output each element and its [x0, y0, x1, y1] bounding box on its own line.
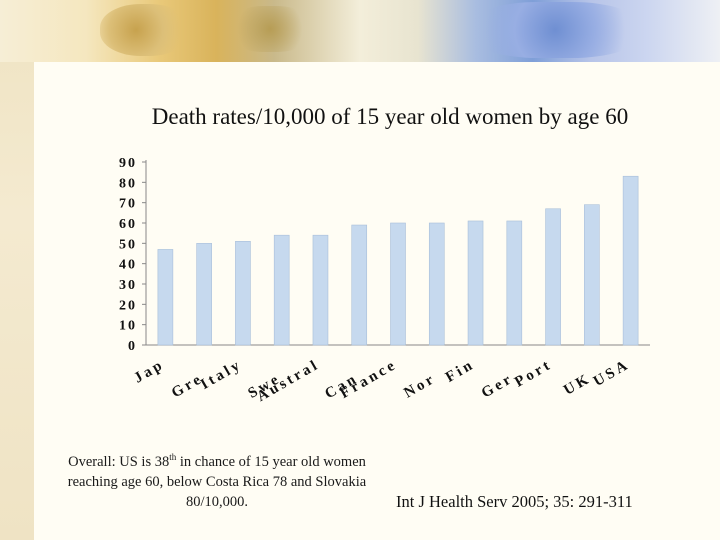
y-tick-label: 50 [119, 237, 137, 252]
x-category-label: Italy [198, 357, 245, 393]
bar [584, 204, 600, 346]
x-category-label: Port [512, 357, 555, 391]
bar [390, 222, 406, 346]
y-tick-label: 60 [119, 217, 137, 232]
bar [312, 234, 329, 346]
decorative-left-strip [0, 0, 34, 540]
y-tick-label: 70 [119, 197, 137, 212]
bar [428, 222, 445, 346]
citation: Int J Health Serv 2005; 35: 291-311 [396, 492, 633, 511]
bar [351, 224, 368, 346]
summary-note-text-continued: in chance of 15 year old women reaching … [67, 454, 367, 510]
slide-content-area [34, 62, 720, 540]
x-category-label: Jap [131, 357, 167, 387]
y-tick-label: 0 [128, 339, 137, 354]
banner-flower-ornament [100, 4, 190, 56]
x-category-label: Nor [401, 371, 438, 402]
y-tick-label: 40 [119, 258, 137, 273]
decorative-banner [0, 0, 720, 62]
bar [622, 175, 639, 346]
summary-note-superscript: th [169, 452, 177, 463]
bar [545, 208, 561, 346]
y-tick-label: 20 [119, 298, 137, 313]
summary-note: Overall: US is 38th in chance of 15 year… [62, 452, 372, 512]
x-category-label: UK [561, 371, 594, 399]
y-tick-label: 80 [119, 176, 137, 191]
x-category-label: Gre [169, 371, 206, 402]
bar [506, 220, 523, 346]
slide-title: Death rates/10,000 of 15 year old women … [151, 104, 629, 129]
bar [157, 249, 174, 346]
y-tick-label: 90 [119, 156, 137, 171]
y-tick-label: 30 [119, 278, 137, 293]
bar [196, 243, 212, 346]
banner-blue-flower-ornament [470, 2, 640, 58]
x-category-label: Fin [443, 357, 478, 386]
x-category-label: USA [591, 357, 633, 390]
banner-leaf-ornament [230, 6, 310, 52]
x-category-label: Ger [479, 371, 516, 402]
bar [273, 234, 290, 346]
bar [235, 241, 251, 346]
y-tick-label: 10 [119, 319, 137, 334]
summary-note-text: Overall: US is 38 [68, 454, 170, 470]
bar [467, 220, 484, 346]
